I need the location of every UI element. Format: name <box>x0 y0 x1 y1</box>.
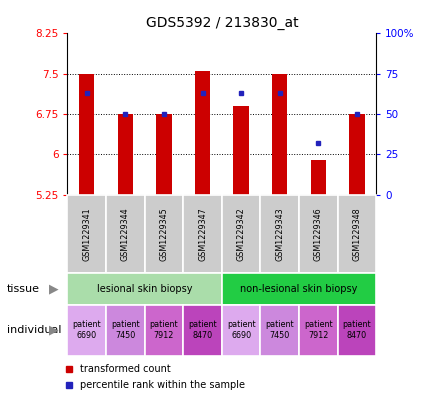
Text: patient
7912: patient 7912 <box>149 320 178 340</box>
Text: patient
7450: patient 7450 <box>111 320 139 340</box>
Bar <box>233 106 248 195</box>
Text: patient
8470: patient 8470 <box>342 320 371 340</box>
Text: individual: individual <box>7 325 61 335</box>
Text: GSM1229347: GSM1229347 <box>197 207 207 261</box>
Text: percentile rank within the sample: percentile rank within the sample <box>79 380 244 389</box>
Bar <box>260 305 299 356</box>
Text: GSM1229348: GSM1229348 <box>352 207 361 261</box>
Bar <box>117 114 133 195</box>
Text: patient
6690: patient 6690 <box>72 320 101 340</box>
Bar <box>337 195 375 273</box>
Text: GSM1229346: GSM1229346 <box>313 207 322 261</box>
Bar <box>299 305 337 356</box>
Bar <box>67 195 106 273</box>
Text: tissue: tissue <box>7 284 39 294</box>
Bar <box>67 305 106 356</box>
Text: lesional skin biopsy: lesional skin biopsy <box>97 284 192 294</box>
Bar <box>221 273 375 305</box>
Text: patient
6690: patient 6690 <box>226 320 255 340</box>
Text: non-lesional skin biopsy: non-lesional skin biopsy <box>240 284 357 294</box>
Text: GSM1229345: GSM1229345 <box>159 207 168 261</box>
Bar <box>106 195 144 273</box>
Text: ▶: ▶ <box>49 323 59 337</box>
Bar <box>260 195 299 273</box>
Bar <box>106 305 144 356</box>
Bar <box>144 195 183 273</box>
Bar <box>221 305 260 356</box>
Text: GSM1229343: GSM1229343 <box>275 207 283 261</box>
Text: GSM1229344: GSM1229344 <box>121 207 129 261</box>
Text: patient
7450: patient 7450 <box>265 320 293 340</box>
Bar <box>337 305 375 356</box>
Bar <box>67 273 221 305</box>
Bar <box>79 73 94 195</box>
Bar <box>310 160 326 195</box>
Text: ▶: ▶ <box>49 282 59 296</box>
Text: transformed count: transformed count <box>79 364 170 374</box>
Bar <box>299 195 337 273</box>
Bar <box>156 114 171 195</box>
Title: GDS5392 / 213830_at: GDS5392 / 213830_at <box>145 16 297 29</box>
Bar <box>349 114 364 195</box>
Text: patient
7912: patient 7912 <box>303 320 332 340</box>
Bar <box>183 195 221 273</box>
Bar <box>183 305 221 356</box>
Bar <box>144 305 183 356</box>
Bar <box>271 73 287 195</box>
Text: patient
8470: patient 8470 <box>188 320 217 340</box>
Text: GSM1229341: GSM1229341 <box>82 207 91 261</box>
Bar <box>194 71 210 195</box>
Bar <box>221 195 260 273</box>
Text: GSM1229342: GSM1229342 <box>236 207 245 261</box>
